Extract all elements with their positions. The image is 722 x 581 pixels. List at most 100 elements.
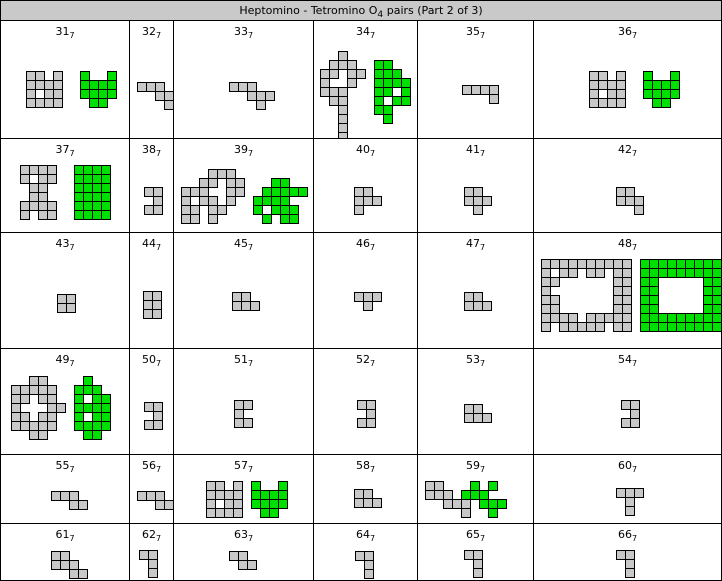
tetromino-square xyxy=(101,201,111,211)
tetromino-square xyxy=(74,210,84,220)
tetromino-square xyxy=(92,421,102,431)
heptomino-square xyxy=(354,489,364,499)
tetromino-square xyxy=(640,295,650,305)
figure-subscript: 7 xyxy=(369,243,376,253)
heptomino-square xyxy=(155,500,165,510)
heptomino-square xyxy=(355,551,365,561)
tetromino-square xyxy=(271,187,281,197)
tetromino-square xyxy=(383,60,393,70)
heptomino-square xyxy=(47,174,57,184)
figure-cell-61: 617 xyxy=(0,523,130,581)
heptomino-square xyxy=(607,98,617,108)
figure-label: 417 xyxy=(418,143,533,158)
heptomino-square xyxy=(11,394,21,404)
tetromino-square xyxy=(479,499,489,509)
tetromino-square xyxy=(101,183,111,193)
heptomino-square xyxy=(137,491,147,501)
tetromino-square xyxy=(89,80,99,90)
heptomino-square xyxy=(199,196,209,206)
figure-cell-44: 447 xyxy=(129,232,174,349)
heptomino-square xyxy=(217,205,227,215)
tetromino-square xyxy=(101,174,111,184)
heptomino-square xyxy=(634,488,644,498)
tetromino-square xyxy=(80,89,90,99)
figure-label: 537 xyxy=(418,353,533,368)
tetromino-square xyxy=(661,89,671,99)
heptomino-square xyxy=(29,192,39,202)
tetromino-square xyxy=(260,508,270,518)
heptomino-square xyxy=(589,98,599,108)
heptomino-square xyxy=(473,550,483,560)
heptomino-square xyxy=(51,551,61,561)
heptomino-square xyxy=(29,165,39,175)
tetromino-square xyxy=(280,205,290,215)
heptomino-square xyxy=(38,183,48,193)
heptomino-square xyxy=(69,569,79,579)
polyomino-figure xyxy=(137,82,174,110)
figure-cell-63: 637 xyxy=(173,523,314,581)
tetromino-square xyxy=(652,98,662,108)
figure-number: 49 xyxy=(55,353,70,366)
figure-subscript: 7 xyxy=(247,359,254,369)
heptomino-square xyxy=(489,85,499,95)
heptomino-square xyxy=(372,292,382,302)
tetromino-square xyxy=(92,412,102,422)
tetromino-square xyxy=(712,259,722,269)
tetromino-square xyxy=(74,165,84,175)
polyomino-figure xyxy=(320,51,411,142)
heptomino-square xyxy=(56,403,66,413)
heptomino-square xyxy=(215,490,225,500)
heptomino-square xyxy=(625,506,635,516)
tetromino-square xyxy=(461,490,471,500)
heptomino-square xyxy=(44,98,54,108)
figure-number: 46 xyxy=(355,237,370,250)
tetromino-square xyxy=(74,385,84,395)
figure-cell-56: 567 xyxy=(129,454,174,524)
tetromino-square xyxy=(649,268,659,278)
tetromino-square xyxy=(401,96,411,106)
figure-subscript: 7 xyxy=(479,243,486,253)
tetromino-square xyxy=(640,313,650,323)
heptomino-square xyxy=(630,409,640,419)
heptomino-square xyxy=(613,286,623,296)
figure-cell-41: 417 xyxy=(417,138,534,233)
tetromino-square xyxy=(392,96,402,106)
heptomino-square xyxy=(541,322,551,332)
heptomino-square xyxy=(215,481,225,491)
figure-number: 48 xyxy=(617,237,632,250)
heptomino-square xyxy=(47,201,57,211)
heptomino-square xyxy=(464,187,474,197)
heptomino-square xyxy=(226,187,236,197)
tetromino-square xyxy=(703,277,713,287)
heptomino-square xyxy=(473,568,483,578)
figure-cell-42: 427 xyxy=(533,138,722,233)
tetromino-square xyxy=(374,105,384,115)
tetromino-square xyxy=(269,490,279,500)
heptomino-square xyxy=(598,98,608,108)
tetromino-square xyxy=(83,174,93,184)
figure-subscript: 7 xyxy=(631,534,638,544)
figure-subscript: 7 xyxy=(155,359,162,369)
heptomino-square xyxy=(234,409,244,419)
heptomino-square xyxy=(586,268,596,278)
tetromino-square xyxy=(83,210,93,220)
tetromino-square xyxy=(649,313,659,323)
figure-cell-64: 647 xyxy=(313,523,418,581)
figure-number: 51 xyxy=(233,353,248,366)
heptomino-square xyxy=(20,385,30,395)
tetromino-square xyxy=(643,80,653,90)
heptomino-square xyxy=(622,295,632,305)
heptomino-square xyxy=(53,89,63,99)
tetromino-square xyxy=(83,201,93,211)
tetromino-square xyxy=(83,183,93,193)
heptomino-square xyxy=(366,400,376,410)
heptomino-square xyxy=(144,402,154,412)
heptomino-square xyxy=(35,80,45,90)
figure-label: 667 xyxy=(534,528,721,543)
tetromino-square xyxy=(374,87,384,97)
heptomino-square xyxy=(208,205,218,215)
figure-subscript: 7 xyxy=(369,149,376,159)
heptomino-square xyxy=(464,196,474,206)
tetromino-square xyxy=(251,490,261,500)
figure-label: 347 xyxy=(314,25,417,40)
